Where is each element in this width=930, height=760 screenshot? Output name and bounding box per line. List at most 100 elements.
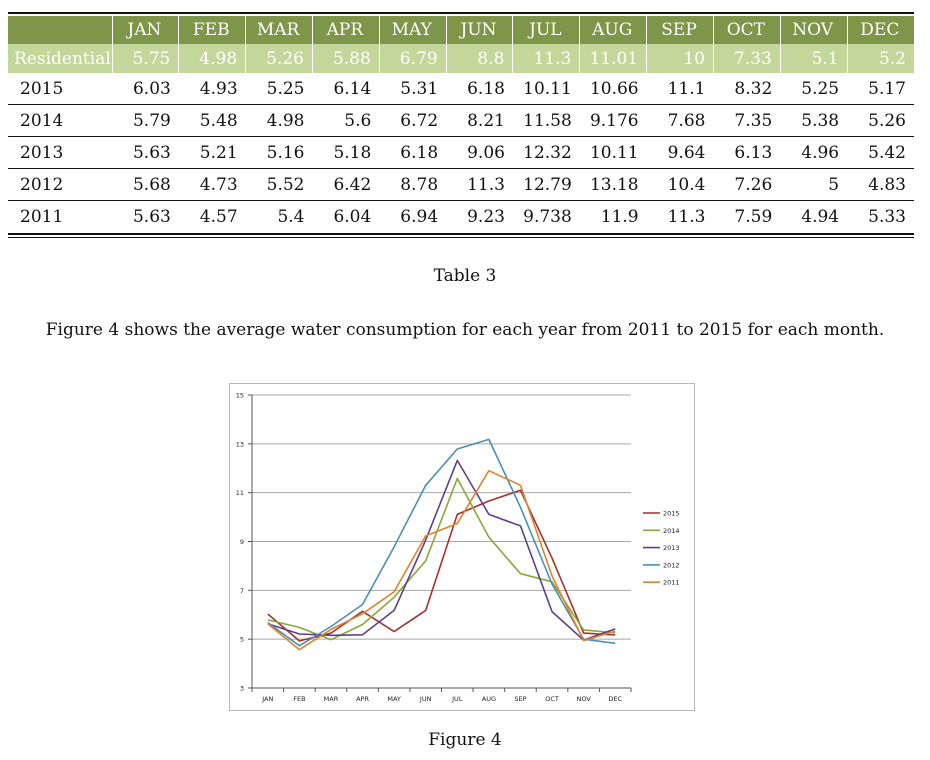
- x-tick-label: NOV: [576, 695, 591, 703]
- value-cell: 6.72: [379, 104, 447, 137]
- value-cell: 6.42: [312, 168, 380, 201]
- y-tick-label: 5: [240, 636, 244, 644]
- value-cell: 5.79: [112, 104, 179, 137]
- value-cell: 9.176: [579, 104, 647, 137]
- x-tick-label: APR: [356, 695, 369, 703]
- body-paragraph: Figure 4 shows the average water consump…: [45, 320, 885, 340]
- value-cell: 11.58: [512, 104, 580, 137]
- value-cell: 4.96: [780, 136, 848, 169]
- value-cell: 5.63: [132, 206, 171, 227]
- value-cell: 5.25: [780, 73, 848, 105]
- value-cell: 6.03: [112, 73, 179, 105]
- year-cell: 2011: [20, 206, 64, 227]
- value-cell: 10.11: [512, 73, 580, 105]
- value-cell: 4.98: [245, 104, 313, 137]
- table-row: 2012 5.68 4.73 5.52 6.42 8.78 11.3 12.79 13.18 10…: [8, 168, 914, 201]
- year-cell: 2012: [8, 168, 112, 201]
- month-header-sep: SEP: [646, 16, 714, 44]
- y-tick-label: 3: [240, 685, 244, 693]
- residential-cell: 5.26: [245, 44, 313, 73]
- value-cell: 9.738: [523, 206, 572, 227]
- value-cell: 5.52: [245, 168, 313, 201]
- month-header-apr: APR: [312, 16, 380, 44]
- consumption-table: JAN FEB MAR APR MAY JUN JUL AUG SEP OCT NOV DEC Res…: [8, 16, 914, 232]
- value-cell: 5.6: [312, 104, 380, 137]
- value-cell: 10.11: [579, 136, 647, 169]
- header-corner-cell: [8, 16, 113, 44]
- value-cell: 5.17: [847, 73, 914, 105]
- legend-label-2012: 2012: [663, 561, 680, 569]
- table-row: 2013 5.63 5.21 5.16 5.18 6.18 9.06 12.32 10.11 9.…: [8, 136, 914, 169]
- value-cell: 6.13: [713, 136, 781, 169]
- table-top-rule: [8, 12, 914, 14]
- data-table-container: JAN FEB MAR APR MAY JUN JUL AUG SEP OCT NOV DEC Res…: [8, 12, 914, 238]
- value-cell: 5.21: [178, 136, 246, 169]
- y-tick-label: 11: [236, 489, 244, 497]
- value-cell: 7.68: [646, 104, 714, 137]
- legend-label-2015: 2015: [663, 510, 680, 518]
- x-tick-label: MAR: [324, 695, 339, 703]
- residential-cell: 5.75: [112, 44, 180, 73]
- value-cell: 11.9: [600, 206, 639, 227]
- table-row: 2015 6.03 4.93 5.25 6.14 5.31 6.18 10.11 10.66 11…: [8, 73, 914, 105]
- value-cell: 9.06: [446, 136, 513, 169]
- value-cell: 5.42: [847, 136, 914, 169]
- residential-cell: 5.88: [312, 44, 380, 73]
- value-cell: 5.4: [277, 206, 305, 227]
- legend-label-2011: 2011: [663, 579, 680, 587]
- x-tick-label: SEP: [514, 695, 526, 703]
- value-cell: 5.48: [178, 104, 246, 137]
- month-header-oct: OCT: [713, 16, 781, 44]
- month-header-aug: AUG: [579, 16, 648, 44]
- value-cell: 10.4: [646, 168, 714, 201]
- residential-label: Residential: [8, 44, 113, 73]
- value-cell: 7.35: [713, 104, 781, 137]
- figure-caption: Figure 4: [428, 730, 502, 750]
- legend-label-2014: 2014: [663, 527, 680, 535]
- residential-cell: 10: [646, 44, 714, 73]
- value-cell: 7.26: [713, 168, 781, 201]
- series-line-2015: [267, 489, 616, 642]
- x-tick-label: JAN: [261, 695, 273, 703]
- residential-cell: 5.1: [780, 44, 848, 73]
- value-cell: 8.78: [379, 168, 447, 201]
- month-header-jan: JAN: [112, 16, 180, 44]
- table-row: 2014 5.79 5.48 4.98 5.6 6.72 8.21 11.58 9.176 7.6…: [8, 104, 914, 137]
- table-caption: Table 3: [433, 266, 497, 286]
- series-line-2014: [267, 477, 616, 641]
- value-cell: 5.16: [245, 136, 313, 169]
- value-cell: 5.26: [847, 104, 914, 137]
- series-line-2012: [267, 438, 616, 647]
- residential-cell: 11.01: [579, 44, 648, 73]
- value-cell: 5.63: [112, 136, 179, 169]
- value-cell: 4.73: [178, 168, 246, 201]
- value-cell: 5: [780, 168, 848, 201]
- x-tick-label: AUG: [482, 695, 496, 703]
- x-tick-label: JUL: [451, 695, 463, 703]
- residential-cell: 8.8: [446, 44, 514, 73]
- x-tick-label: DEC: [608, 695, 622, 703]
- month-header-nov: NOV: [780, 16, 848, 44]
- residential-row: Residential 5.75 4.98 5.26 5.88 6.79 8.8 11.3 11…: [8, 44, 914, 73]
- value-cell: 11.3: [446, 168, 513, 201]
- value-cell: 8.32: [713, 73, 781, 105]
- value-cell: 12.79: [512, 168, 580, 201]
- table-row: 2011 5.63 4.57 5.4 6.04 6.94 9.23 9.738 11.9 11.3…: [8, 201, 914, 233]
- year-cell: 2013: [8, 136, 112, 169]
- series-line-2011: [267, 469, 616, 651]
- residential-cell: 7.33: [713, 44, 781, 73]
- x-tick-label: MAY: [387, 695, 401, 703]
- line-chart-svg: 3 5 7 9 11 13 15 JAN FEB MAR APR MAY JUN JUL AUG SEP OCT…: [236, 392, 680, 704]
- value-cell: 8.21: [446, 104, 513, 137]
- value-cell: 6.94: [400, 206, 439, 227]
- value-cell: 5.38: [780, 104, 848, 137]
- value-cell: 4.94: [801, 206, 840, 227]
- month-header-mar: MAR: [245, 16, 313, 44]
- y-tick-label: 9: [240, 538, 244, 546]
- month-header-jul: JUL: [512, 16, 581, 44]
- table-bottom-rule-thin: [8, 237, 914, 238]
- residential-cell: 11.3: [512, 44, 581, 73]
- table-bottom-rule: [8, 233, 914, 235]
- value-cell: 5.68: [112, 168, 179, 201]
- value-cell: 6.18: [379, 136, 447, 169]
